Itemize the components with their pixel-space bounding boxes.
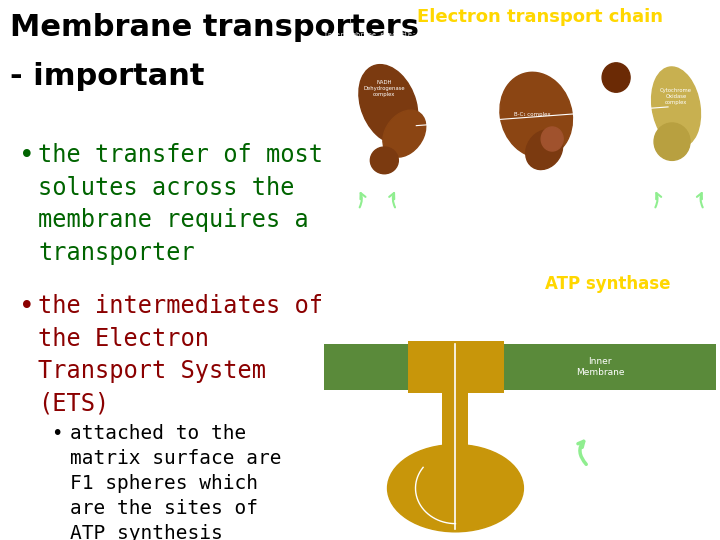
Ellipse shape: [602, 63, 630, 92]
Text: •: •: [19, 294, 35, 320]
FancyBboxPatch shape: [325, 343, 716, 390]
Text: ubiquinone: ubiquinone: [459, 190, 494, 195]
Ellipse shape: [654, 123, 690, 160]
Text: •: •: [51, 424, 63, 443]
Text: H⁺: H⁺: [508, 286, 517, 295]
Text: nH⁺: nH⁺: [398, 32, 410, 37]
Text: NAD: NAD: [382, 214, 396, 219]
Text: ATP synthase: ATP synthase: [545, 275, 671, 293]
Text: Membrane transporters: Membrane transporters: [9, 14, 418, 43]
Ellipse shape: [370, 147, 398, 174]
Text: H⁺: H⁺: [395, 286, 405, 295]
Text: nH⁺: nH⁺: [538, 32, 550, 37]
Ellipse shape: [541, 127, 563, 151]
Text: - important: - important: [9, 62, 204, 91]
Text: the transfer of most
solutes across the
membrane requires a
transporter: the transfer of most solutes across the …: [38, 143, 323, 265]
Text: H₂O: H₂O: [694, 214, 706, 219]
Text: •: •: [19, 143, 35, 169]
Ellipse shape: [383, 110, 426, 157]
Text: Inner
Membrane: Inner Membrane: [576, 357, 624, 376]
Text: Matrix: Matrix: [538, 392, 582, 404]
Ellipse shape: [500, 72, 572, 158]
Text: attached to the
matrix surface are
F1 spheres which
are the sites of
ATP synthes: attached to the matrix surface are F1 sp…: [71, 424, 282, 540]
Text: Cytochrome
Oxidase
complex: Cytochrome Oxidase complex: [660, 88, 692, 105]
Text: ATP: ATP: [608, 464, 624, 474]
Text: H⁺: H⁺: [451, 286, 462, 295]
Text: Elementary
Particle
(F1 particle): Elementary Particle (F1 particle): [608, 481, 655, 512]
Text: Matrix: Matrix: [508, 225, 533, 234]
Text: B-C₁ complex: B-C₁ complex: [514, 112, 551, 117]
Text: nH⁺: nH⁺: [686, 32, 698, 37]
Ellipse shape: [526, 130, 562, 170]
Text: Inner
membrane: Inner membrane: [607, 144, 642, 155]
Text: nH⁺: nH⁺: [473, 275, 487, 285]
Text: the intermediates of
the Electron
Transport System
(ETS): the intermediates of the Electron Transp…: [38, 294, 323, 416]
Text: nH⁺: nH⁺: [341, 500, 356, 509]
Text: Electron transport chain: Electron transport chain: [417, 8, 663, 26]
FancyBboxPatch shape: [408, 341, 504, 393]
FancyBboxPatch shape: [442, 390, 468, 453]
Ellipse shape: [387, 444, 523, 532]
Ellipse shape: [652, 67, 701, 147]
Text: H⁺: H⁺: [527, 275, 537, 285]
Text: H⁺: H⁺: [423, 275, 433, 285]
Text: 2H⁺+
½O₂: 2H⁺+ ½O₂: [636, 214, 653, 225]
Text: H⁺ gradient: H⁺ gradient: [325, 51, 369, 57]
Text: NADH
Dehydrogenase
complex: NADH Dehydrogenase complex: [364, 80, 405, 97]
Ellipse shape: [359, 65, 418, 144]
Text: Cytochrome C: Cytochrome C: [601, 46, 639, 51]
Text: e⁻: e⁻: [372, 137, 381, 146]
Text: ADP + Pi: ADP + Pi: [608, 437, 645, 447]
Text: Intermembrane space: e⁻ transport chain sets up: Intermembrane space: e⁻ transport chain …: [325, 32, 513, 38]
Text: NADH
+H⁺: NADH +H⁺: [325, 214, 343, 225]
